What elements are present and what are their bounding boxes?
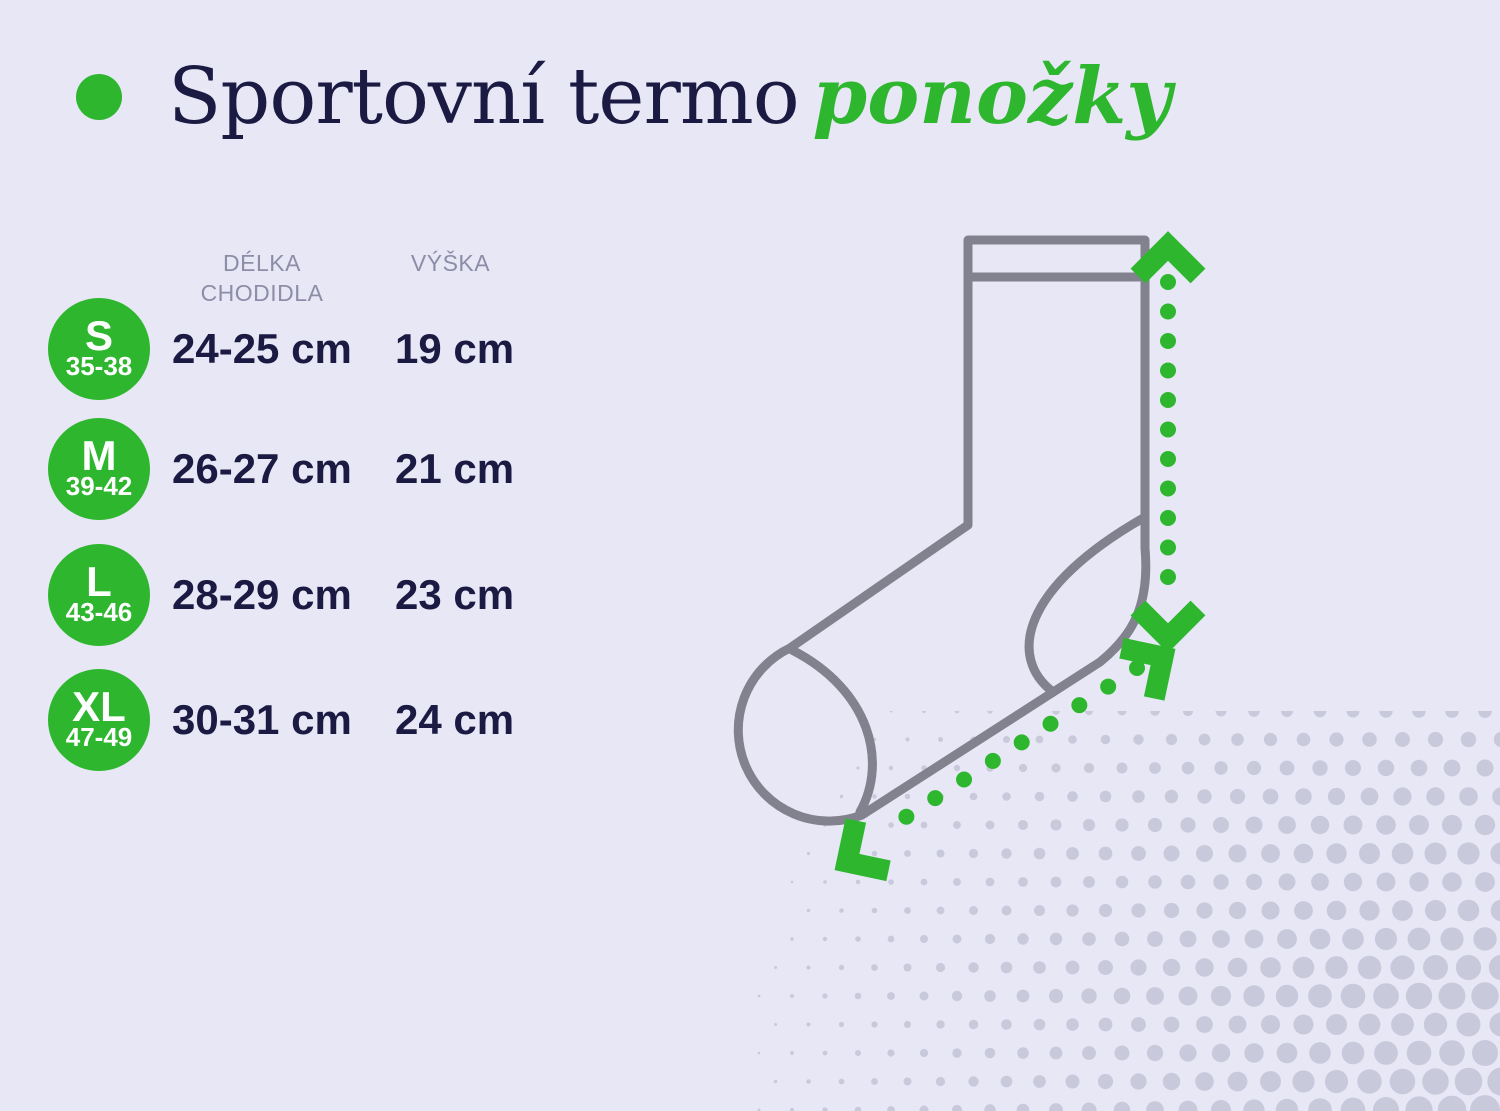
title-accent: ponožky (812, 51, 1172, 142)
size-badge: M 39-42 (48, 418, 150, 520)
foot-length-value: 28-29 cm (172, 571, 352, 618)
table-row: M 39-42 26-27 cm 21 cm (48, 418, 514, 520)
size-badge: L 43-46 (48, 544, 150, 646)
height-arrow-top-icon (1130, 231, 1206, 284)
height-arrow-bottom-icon (1130, 600, 1206, 653)
table-row: L 43-46 28-29 cm 23 cm (48, 544, 514, 646)
halftone-dot-pattern (757, 711, 1500, 1111)
size-letter: M (81, 431, 117, 479)
foot-length-value: 30-31 cm (172, 696, 352, 743)
height-value: 19 cm (395, 325, 515, 372)
height-value: 21 cm (395, 445, 515, 492)
table-row: S 35-38 24-25 cm 19 cm (48, 298, 514, 400)
foot-length-arrow-toe-icon (834, 818, 891, 882)
column-header-height: VÝŠKA (410, 250, 491, 276)
size-badge: XL 47-49 (48, 669, 150, 771)
size-letter: L (86, 557, 112, 605)
size-letter: S (84, 311, 113, 359)
size-range: 39-42 (65, 471, 133, 502)
column-header-foot-length: DÉLKA CHODIDLA (200, 250, 324, 306)
foot-length-value: 24-25 cm (172, 325, 352, 372)
heel-seam-curve (1024, 512, 1150, 697)
size-letter: XL (72, 682, 126, 730)
size-range: 35-38 (65, 351, 133, 382)
title-main: Sportovní termo (168, 52, 800, 142)
header: Sportovní termo ponožky (76, 58, 1172, 136)
page-title: Sportovní termo ponožky (168, 58, 1172, 137)
size-range: 47-49 (65, 722, 133, 753)
height-value: 23 cm (395, 571, 515, 618)
sock-illustration (733, 231, 1206, 882)
table-row: XL 47-49 30-31 cm 24 cm (48, 669, 514, 771)
foot-length-value: 26-27 cm (172, 445, 352, 492)
size-range: 43-46 (65, 597, 133, 628)
height-value: 24 cm (395, 696, 515, 743)
bullet-dot-icon (76, 74, 122, 120)
toe-seam-curve (787, 645, 877, 817)
foot-length-dotted-line (870, 660, 1145, 843)
sock-outline-path (733, 235, 1151, 826)
size-badge: S 35-38 (48, 298, 150, 400)
foot-length-arrow-heel-icon (1119, 637, 1176, 701)
